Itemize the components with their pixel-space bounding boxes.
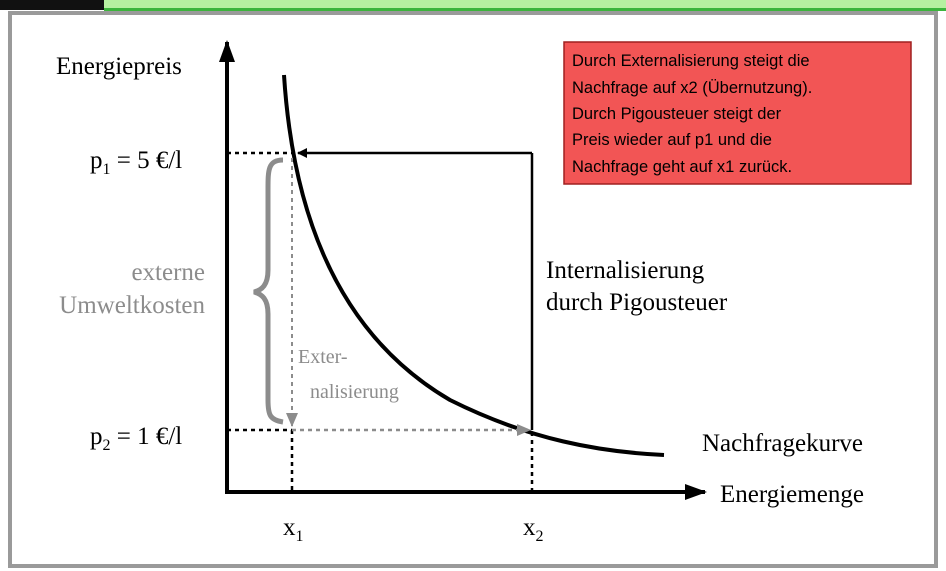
external-costs-label: externe: [131, 259, 205, 286]
top-bar: [0, 0, 946, 10]
price-label: p1 = 5 €/l: [90, 147, 182, 178]
internalization-label: durch Pigousteuer: [546, 289, 728, 316]
price-label: p2 = 1 €/l: [90, 423, 182, 454]
text-part: p: [90, 423, 103, 450]
externalization-label: Exter-: [298, 346, 348, 368]
top-tab: [0, 0, 104, 10]
note-line: Durch Pigousteuer steigt der: [572, 105, 782, 123]
quantity-label: x1: [283, 514, 304, 545]
external-costs-label: Umweltkosten: [59, 292, 205, 319]
y-axis-label: Energiepreis: [56, 53, 182, 80]
text-part: 2: [103, 437, 111, 454]
demand-curve: [282, 74, 665, 457]
text-part: = 1 €/l: [111, 423, 183, 450]
note-line: Durch Externalisierung steigt die: [572, 52, 810, 70]
text-part: 2: [536, 528, 544, 545]
demand-curve-label: Nachfragekurve: [702, 430, 863, 457]
note-line: Preis wieder auf p1 und die: [572, 131, 772, 149]
note-box: [563, 41, 912, 185]
quantity-label: x2: [523, 514, 544, 545]
internalization-label: Internalisierung: [546, 257, 705, 284]
text-part: = 5 €/l: [111, 147, 183, 174]
note-line: Nachfrage auf x2 (Übernutzung).: [572, 79, 812, 97]
text-part: 1: [296, 528, 304, 545]
text-part: x: [283, 514, 296, 541]
brace: [253, 157, 284, 425]
top-line: [104, 8, 946, 11]
text-part: p: [90, 147, 103, 174]
text-part: x: [523, 514, 536, 541]
externalization-label: nalisierung: [310, 381, 399, 403]
text-part: 1: [103, 161, 111, 178]
note-line: Nachfrage geht auf x1 zurück.: [572, 158, 792, 176]
x-axis-label: Energiemenge: [720, 481, 864, 508]
